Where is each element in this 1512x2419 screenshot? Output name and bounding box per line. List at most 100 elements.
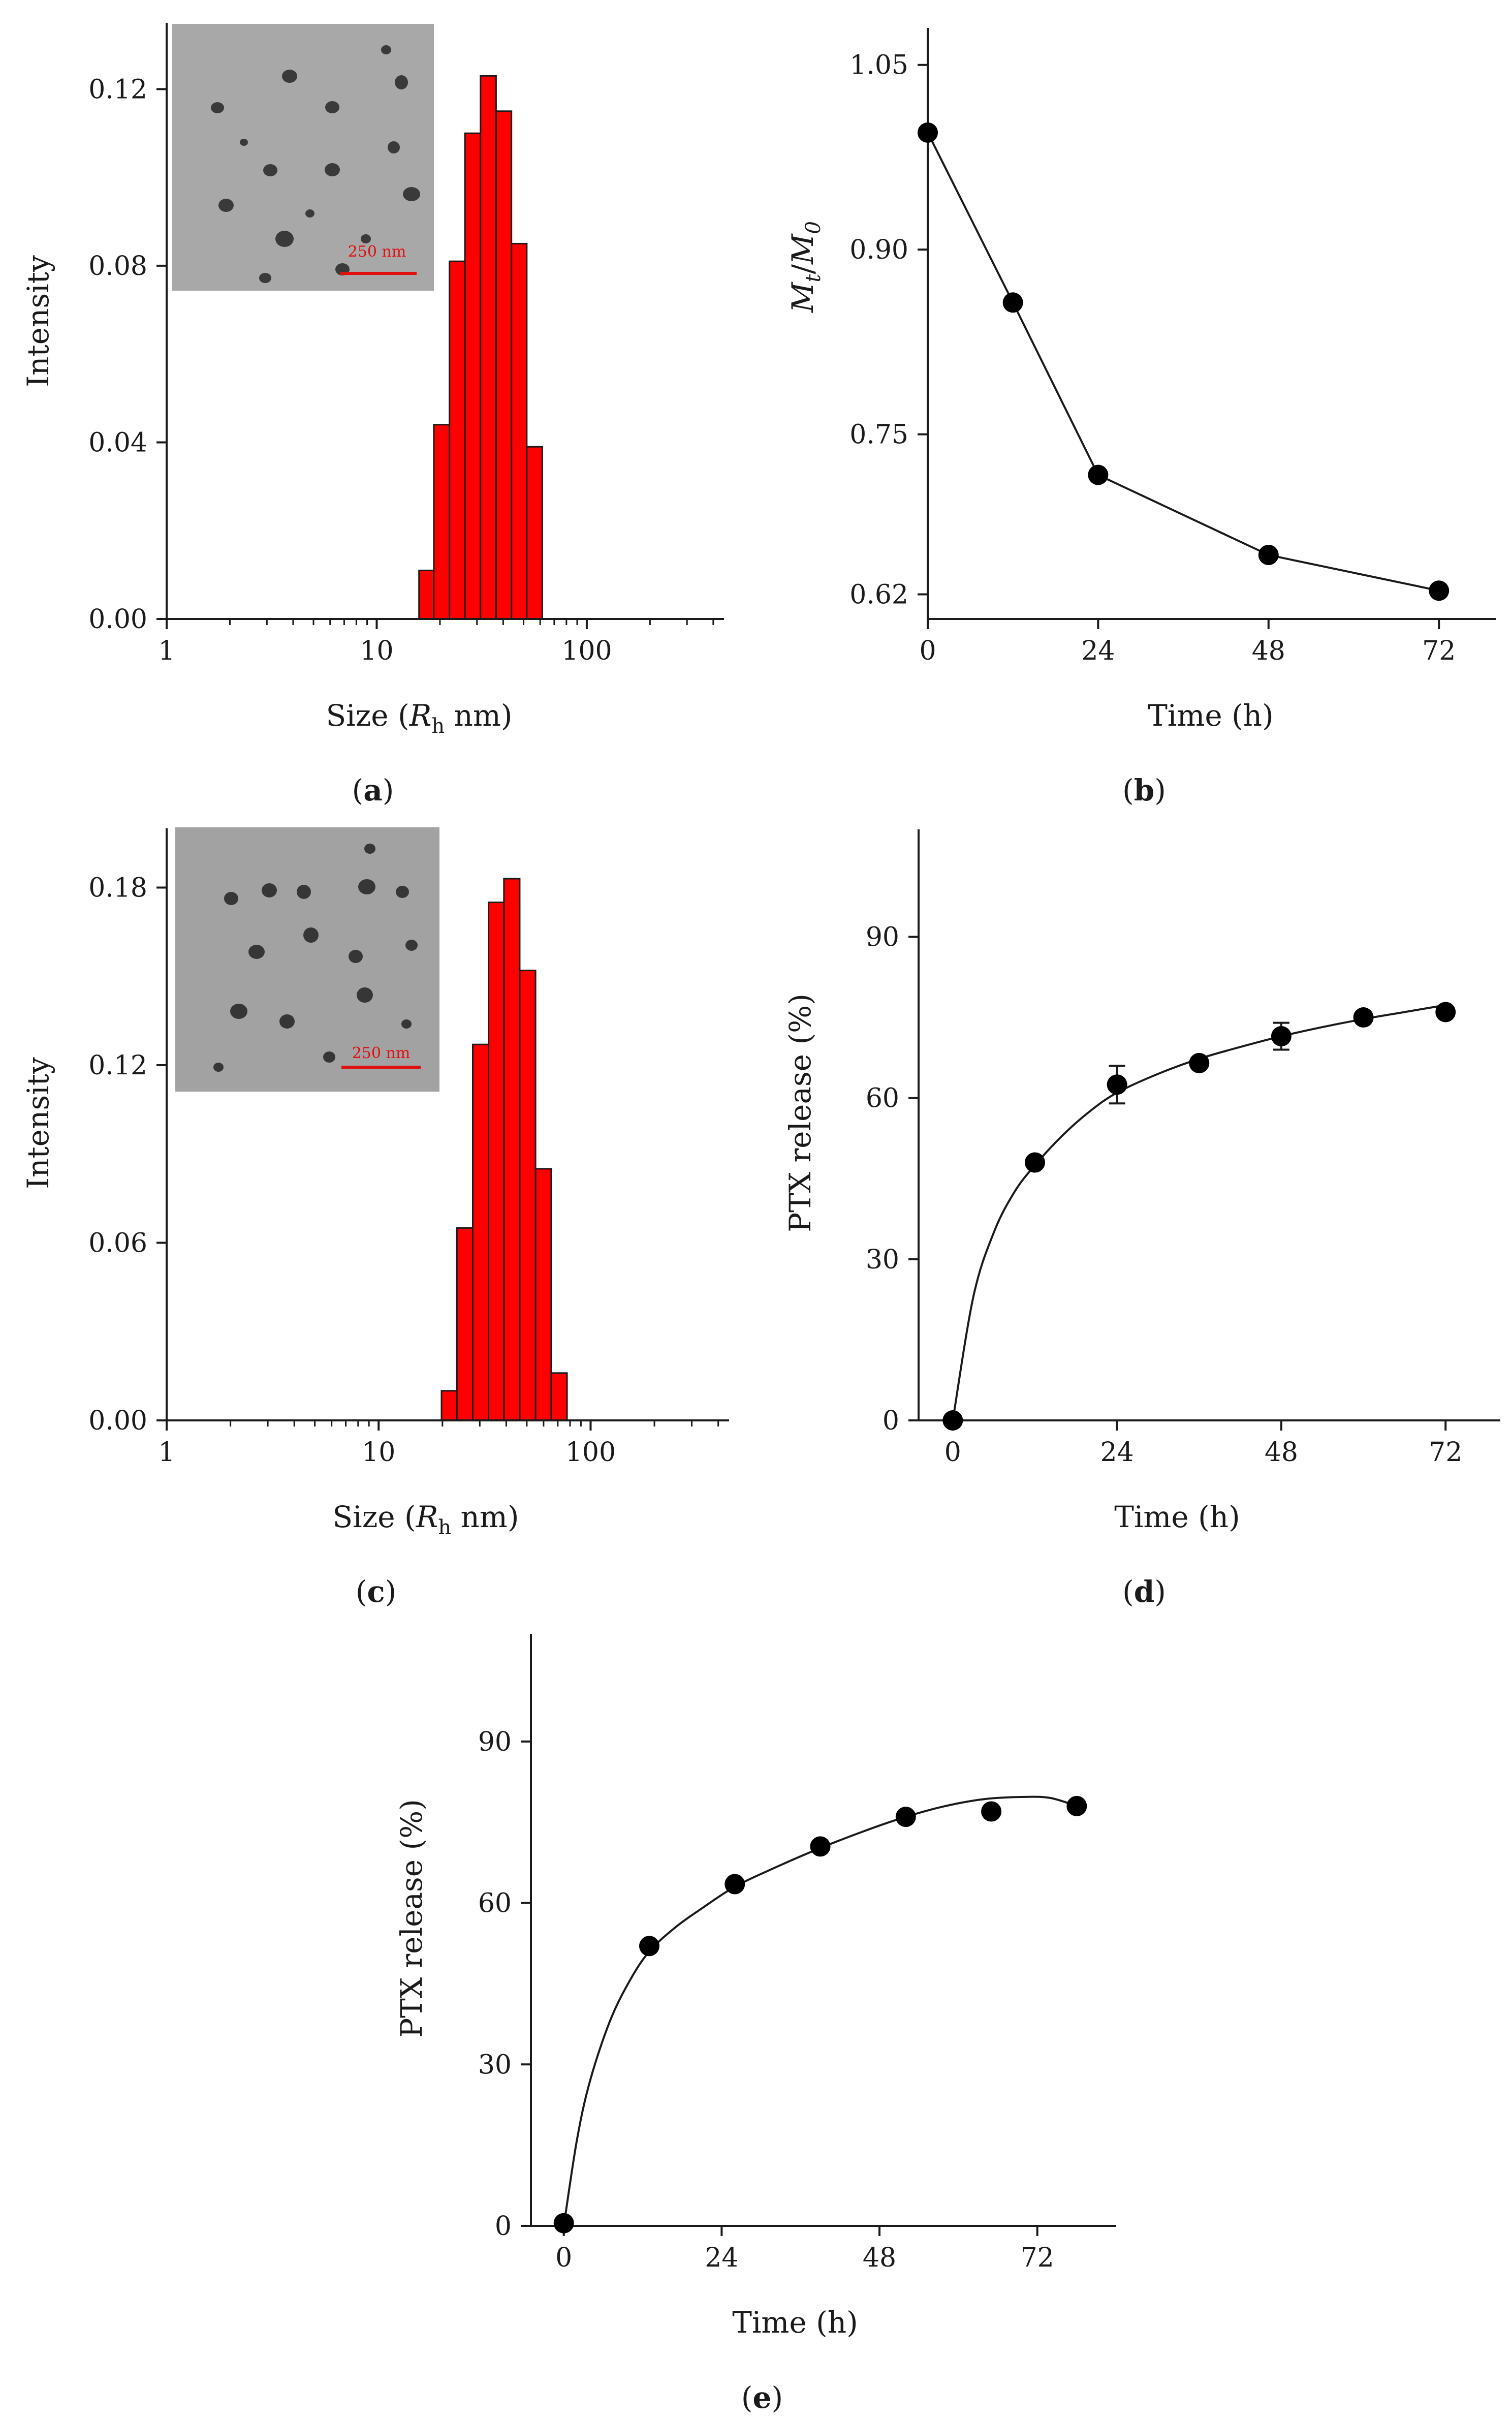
a-y-tick-label: 0.00 bbox=[88, 604, 147, 635]
e-x-tick-label: 0 bbox=[555, 2243, 572, 2273]
a-y-axis-label: Intensity bbox=[21, 255, 55, 387]
d-data-point bbox=[1107, 1074, 1127, 1095]
c-bar bbox=[440, 1390, 458, 1421]
a-x-axis-label: Size (Rh nm) bbox=[326, 698, 512, 738]
b-x-tick-label: 48 bbox=[1252, 636, 1285, 666]
e-data-point bbox=[810, 1836, 831, 1857]
a-bar bbox=[433, 424, 451, 620]
c-x-tick-label: 100 bbox=[565, 1437, 616, 1468]
a-x-tick-label: 1 bbox=[158, 636, 175, 666]
a-inset-scale-label: 250 nm bbox=[348, 243, 406, 261]
c-x-tick-label: 10 bbox=[362, 1437, 395, 1468]
c-y-tick-label: 0.00 bbox=[88, 1406, 147, 1436]
d-y-tick-label: 90 bbox=[866, 922, 899, 952]
c-bar bbox=[471, 1043, 490, 1421]
c-panel-label: (c) bbox=[356, 1574, 397, 1609]
c-bar bbox=[519, 970, 537, 1421]
b-panel-label: (b) bbox=[1122, 773, 1166, 808]
b-x-axis-label: Time (h) bbox=[1148, 698, 1274, 733]
a-tem-inset: 250 nm bbox=[172, 24, 434, 291]
c-bar bbox=[456, 1227, 474, 1421]
b-data-point bbox=[1258, 545, 1279, 566]
b-data-point bbox=[1429, 580, 1450, 601]
a-y-tick-label: 0.08 bbox=[88, 251, 147, 282]
a-bar bbox=[464, 132, 482, 620]
d-x-axis-label: Time (h) bbox=[1114, 1500, 1240, 1534]
panel-e-ptx-release: 0 24 48 72 0 30 60 90 PTX release (%) Time (h)… bbox=[394, 1634, 1116, 2415]
c-x-tick-label: 1 bbox=[158, 1437, 175, 1468]
d-y-axis-label: PTX release (%) bbox=[783, 994, 817, 1232]
a-bar bbox=[418, 569, 435, 620]
e-x-tick-label: 48 bbox=[863, 2243, 896, 2273]
a-bar bbox=[480, 75, 497, 620]
b-series-line bbox=[927, 132, 1439, 592]
c-y-tick-label: 0.12 bbox=[88, 1050, 147, 1081]
b-x-tick-label: 0 bbox=[919, 636, 936, 666]
c-inset-scale-label: 250 nm bbox=[352, 1044, 411, 1062]
e-data-point bbox=[639, 1936, 659, 1957]
d-x-tick-label: 72 bbox=[1429, 1437, 1462, 1468]
c-tem-inset: 250 nm bbox=[175, 827, 439, 1092]
a-panel-label: (a) bbox=[352, 773, 394, 808]
e-x-axis-label: Time (h) bbox=[732, 2305, 858, 2340]
c-x-axis-label: Size (Rh nm) bbox=[332, 1500, 519, 1539]
d-x-tick-label: 48 bbox=[1265, 1437, 1298, 1468]
e-x-tick-label: 72 bbox=[1021, 2243, 1054, 2273]
e-y-tick-label: 90 bbox=[478, 1727, 512, 1757]
d-y-tick-label: 60 bbox=[866, 1083, 899, 1114]
a-bar bbox=[526, 446, 543, 620]
a-x-tick-label: 100 bbox=[561, 636, 612, 666]
e-y-tick-label: 60 bbox=[478, 1888, 512, 1919]
c-y-tick-label: 0.18 bbox=[88, 873, 147, 904]
e-y-axis-label: PTX release (%) bbox=[394, 1799, 429, 2038]
e-fit-curve bbox=[562, 1795, 1077, 2226]
b-x-tick-label: 24 bbox=[1081, 636, 1115, 666]
panel-d-ptx-release: 0 24 48 72 0 30 60 90 PTX release (%) Time (h)… bbox=[783, 829, 1500, 1609]
e-data-point bbox=[981, 1801, 1002, 1822]
d-x-tick-label: 0 bbox=[944, 1437, 961, 1468]
b-x-tick-label: 72 bbox=[1422, 636, 1456, 666]
a-x-tick-label: 10 bbox=[360, 636, 393, 666]
panel-c-size-distribution: 1 10 100 0.00 0.06 0.12 0.18 bbox=[21, 827, 729, 1609]
c-bar bbox=[534, 1168, 552, 1421]
c-y-axis-label: Intensity bbox=[21, 1057, 55, 1189]
c-bar bbox=[488, 902, 505, 1421]
a-bar bbox=[511, 242, 528, 620]
b-data-point bbox=[918, 122, 938, 143]
e-data-point bbox=[553, 2213, 574, 2234]
d-data-point bbox=[1353, 1007, 1374, 1028]
a-bar bbox=[495, 110, 513, 620]
b-y-tick-label: 1.05 bbox=[849, 50, 908, 81]
d-data-point bbox=[1025, 1152, 1045, 1173]
d-data-point bbox=[1435, 1002, 1456, 1022]
e-data-point bbox=[724, 1874, 745, 1895]
d-data-point bbox=[942, 1410, 963, 1431]
e-y-tick-label: 0 bbox=[495, 2211, 512, 2242]
e-panel-label: (e) bbox=[741, 2380, 783, 2415]
d-fit-curve bbox=[952, 1004, 1446, 1421]
e-y-tick-label: 30 bbox=[478, 2050, 512, 2080]
c-y-tick-label: 0.06 bbox=[88, 1228, 147, 1259]
b-y-axis-label: Mt/M0 bbox=[785, 221, 825, 313]
d-y-tick-label: 30 bbox=[866, 1245, 899, 1275]
panel-b-mass-ratio: 0 24 48 72 0.620.750.901.05 Mt/M0 Time (h) … bbox=[785, 28, 1496, 808]
c-bar bbox=[503, 878, 521, 1421]
e-data-point bbox=[1066, 1795, 1087, 1816]
b-y-tick-label: 0.90 bbox=[849, 235, 908, 265]
panel-a-size-distribution: 1 10 100 0.00 0.04 0.08 0.12 bbox=[21, 23, 724, 808]
b-y-tick-label: 0.75 bbox=[849, 420, 908, 450]
e-data-point bbox=[895, 1807, 916, 1827]
a-y-tick-label: 0.04 bbox=[88, 427, 147, 458]
a-y-tick-label: 0.12 bbox=[88, 74, 147, 105]
a-bar bbox=[449, 260, 466, 620]
d-data-point bbox=[1271, 1026, 1292, 1047]
b-data-point bbox=[1002, 292, 1023, 313]
d-panel-label: (d) bbox=[1122, 1574, 1166, 1609]
d-data-point bbox=[1189, 1052, 1210, 1073]
b-y-tick-label: 0.62 bbox=[849, 580, 908, 610]
e-x-tick-label: 24 bbox=[705, 2243, 738, 2273]
c-bar bbox=[550, 1372, 568, 1421]
d-x-tick-label: 24 bbox=[1100, 1437, 1134, 1468]
d-y-tick-label: 0 bbox=[883, 1406, 899, 1436]
